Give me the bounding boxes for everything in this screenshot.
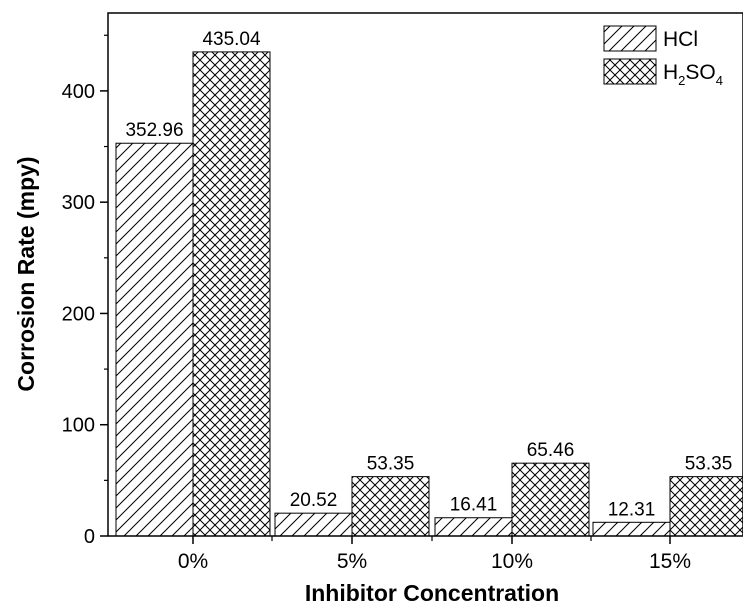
legend-label-h2so4: H2SO4 [663,61,723,88]
data-label-hcl-1: 20.52 [290,490,338,511]
legend-label-hcl: HCl [663,28,698,51]
bar-hcl-1 [275,513,352,536]
data-label-h2so4-1: 53.35 [367,454,415,475]
data-label-h2so4-3: 53.35 [685,454,733,475]
y-tick-label-0: 0 [84,526,95,548]
y-tick-label-400: 400 [62,81,95,103]
x-tick-label-3: 15% [649,550,691,573]
bar-hcl-3 [593,522,670,536]
y-tick-label-100: 100 [62,415,95,437]
bar-h2so4-2 [512,463,589,536]
bar-hcl-2 [435,518,512,536]
y-axis-title: Corrosion Rate (mpy) [13,156,39,391]
bar-hcl-0 [116,143,193,536]
data-label-h2so4-2: 65.46 [527,440,575,461]
data-label-hcl-2: 16.41 [450,495,498,516]
x-tick-label-2: 10% [491,550,533,573]
bar-h2so4-3 [670,477,743,536]
legend-swatch-h2so4 [604,59,656,84]
x-tick-label-0: 0% [178,550,208,573]
bars-layer [116,52,743,536]
data-label-h2so4-0: 435.04 [202,29,261,50]
x-axis-title: Inhibitor Concentration [305,580,559,606]
data-label-hcl-0: 352.96 [125,120,183,141]
y-tick-label-200: 200 [62,303,95,325]
legend-swatch-hcl [604,26,656,51]
bar-h2so4-1 [352,477,429,536]
data-label-hcl-3: 12.31 [608,499,656,520]
bar-h2so4-0 [193,52,270,536]
x-tick-label-1: 5% [337,550,367,573]
legend: HCl H2SO4 [604,26,723,88]
y-tick-label-300: 300 [62,192,95,214]
